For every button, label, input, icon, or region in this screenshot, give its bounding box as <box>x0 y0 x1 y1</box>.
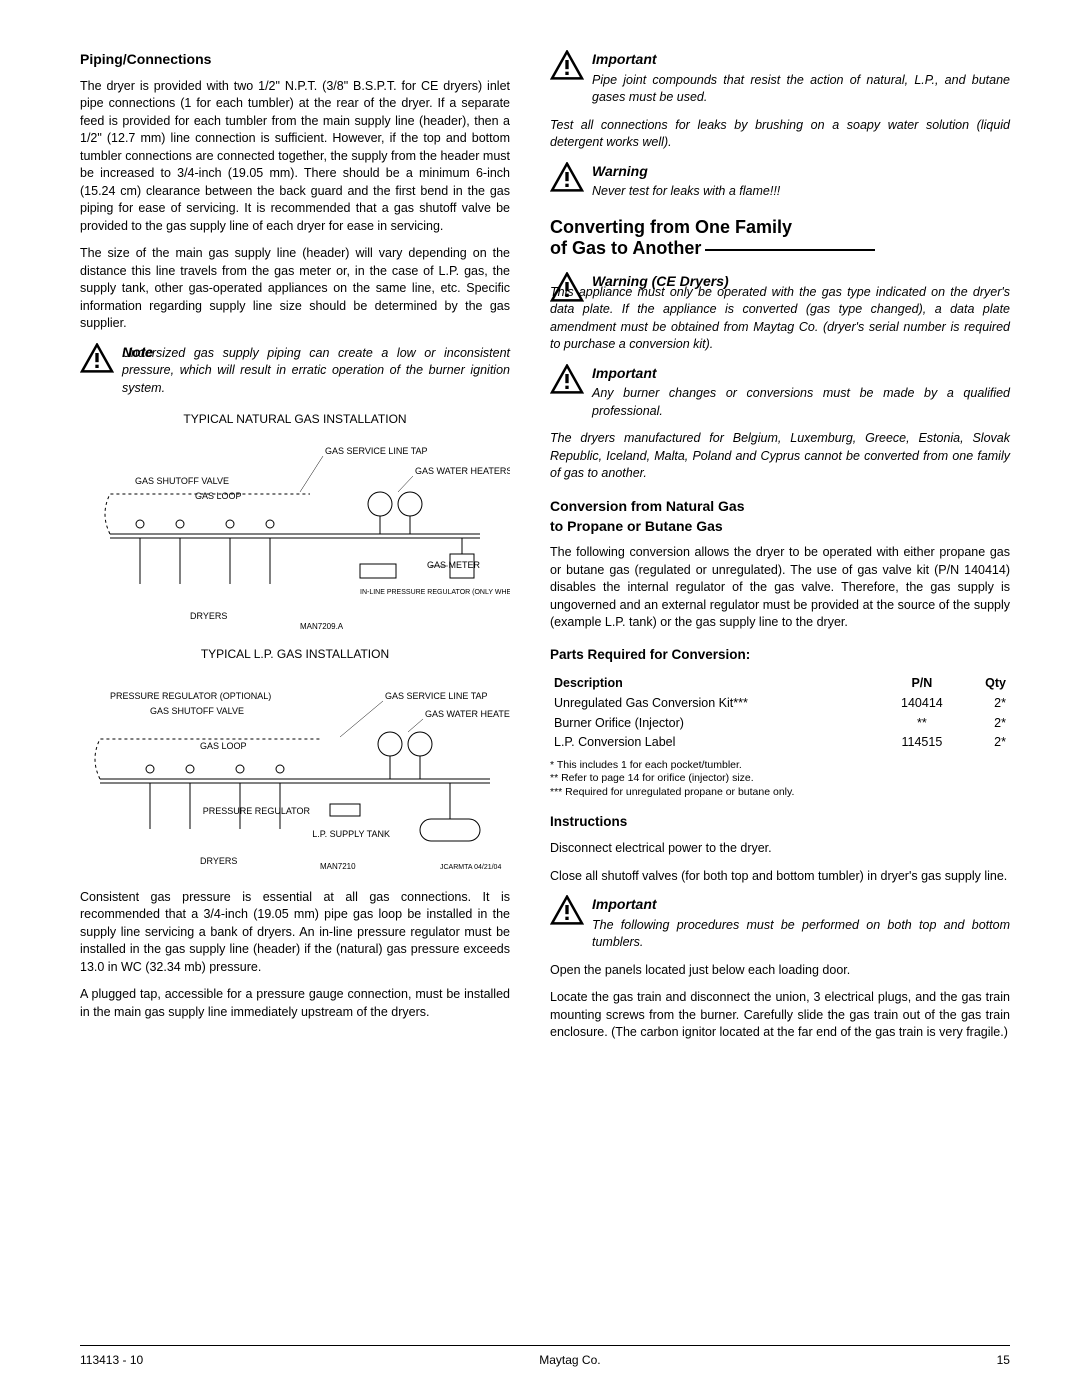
imp1-text: Pipe joint compounds that resist the act… <box>592 72 1010 107</box>
conversion-p: The following conversion allows the drye… <box>550 544 1010 632</box>
svg-text:L.P. SUPPLY TANK: L.P. SUPPLY TANK <box>312 829 390 839</box>
table-row: L.P. Conversion Label 114515 2* <box>550 733 1010 753</box>
converting-title: Converting from One Family of Gas to Ano… <box>550 217 1010 260</box>
imp1-head: Important <box>592 50 1010 70</box>
test-connections: Test all connections for leaks by brushi… <box>550 117 1010 152</box>
diagram-lp-gas: PRESSURE REGULATOR (OPTIONAL) GAS SHUTOF… <box>80 669 510 879</box>
important-3: Important The following procedures must … <box>550 895 1010 952</box>
svg-text:GAS SERVICE LINE TAP: GAS SERVICE LINE TAP <box>325 446 428 456</box>
svg-text:DRYERS: DRYERS <box>200 856 237 866</box>
svg-text:GAS LOOP: GAS LOOP <box>195 491 242 501</box>
svg-text:DRYERS: DRYERS <box>190 611 227 621</box>
instr-p3: Open the panels located just below each … <box>550 962 1010 980</box>
th-desc: Description <box>550 673 881 695</box>
svg-text:GAS LOOP: GAS LOOP <box>200 741 247 751</box>
warning-icon <box>80 343 114 373</box>
svg-text:JCARMTA 04/21/04: JCARMTA 04/21/04 <box>440 864 501 871</box>
instructions-title: Instructions <box>550 813 1010 832</box>
svg-text:IN-LINE PRESSURE REGULATOR (ON: IN-LINE PRESSURE REGULATOR (ONLY WHEN LI… <box>360 589 510 596</box>
imp3-head: Important <box>592 895 1010 915</box>
imp2-text: Any burner changes or conversions must b… <box>592 385 1010 420</box>
diagram1-title: TYPICAL NATURAL GAS INSTALLATION <box>80 411 510 428</box>
piping-p1: The dryer is provided with two 1/2" N.P.… <box>80 78 510 236</box>
warn1-head: Warning <box>592 162 1010 182</box>
footer-center: Maytag Co. <box>539 1352 600 1369</box>
important-1: Important Pipe joint compounds that resi… <box>550 50 1010 107</box>
parts-table: Description P/N Qty Unregulated Gas Conv… <box>550 673 1010 753</box>
warn2-text: This appliance must only be operated wit… <box>550 284 1010 354</box>
svg-text:GAS SHUTOFF VALVE: GAS SHUTOFF VALVE <box>135 476 229 486</box>
svg-text:GAS SERVICE LINE TAP: GAS SERVICE LINE TAP <box>385 691 488 701</box>
cannot-convert: The dryers manufactured for Belgium, Lux… <box>550 430 1010 483</box>
warning-icon <box>550 50 584 80</box>
warn1-text: Never test for leaks with a flame!!! <box>592 183 1010 201</box>
diagram-natural-gas: GAS SERVICE LINE TAP GAS WATER HEATERS G… <box>80 434 510 634</box>
piping-p2: The size of the main gas supply line (he… <box>80 245 510 333</box>
piping-p3: Consistent gas pressure is essential at … <box>80 889 510 977</box>
table-row: Unregulated Gas Conversion Kit*** 140414… <box>550 694 1010 714</box>
svg-text:PRESSURE REGULATOR: PRESSURE REGULATOR <box>203 806 311 816</box>
right-column: Important Pipe joint compounds that resi… <box>550 50 1010 1052</box>
note-text: Undersized gas supply piping can create … <box>122 345 510 398</box>
th-qty: Qty <box>963 673 1010 695</box>
diagram2-title: TYPICAL L.P. GAS INSTALLATION <box>80 646 510 663</box>
important-2: Important Any burner changes or conversi… <box>550 364 1010 421</box>
warning-icon <box>550 895 584 925</box>
instr-p1: Disconnect electrical power to the dryer… <box>550 840 1010 858</box>
parts-title: Parts Required for Conversion: <box>550 646 1010 665</box>
imp3-text: The following procedures must be perform… <box>592 917 1010 952</box>
svg-text:GAS WATER HEATERS: GAS WATER HEATERS <box>425 709 510 719</box>
footer-right: 15 <box>997 1352 1010 1369</box>
svg-text:GAS SHUTOFF VALVE: GAS SHUTOFF VALVE <box>150 706 244 716</box>
svg-text:MAN7209.A: MAN7209.A <box>300 622 344 631</box>
svg-text:MAN7210: MAN7210 <box>320 862 356 871</box>
piping-p4: A plugged tap, accessible for a pressure… <box>80 986 510 1021</box>
table-row: Burner Orifice (Injector) ** 2* <box>550 714 1010 734</box>
svg-text:PRESSURE REGULATOR (OPTIONAL): PRESSURE REGULATOR (OPTIONAL) <box>110 691 271 701</box>
svg-text:GAS WATER HEATERS: GAS WATER HEATERS <box>415 466 510 476</box>
page-footer: 113413 - 10 Maytag Co. 15 <box>80 1345 1010 1369</box>
instr-p4: Locate the gas train and disconnect the … <box>550 989 1010 1042</box>
footer-left: 113413 - 10 <box>80 1352 143 1369</box>
warning-1: Warning Never test for leaks with a flam… <box>550 162 1010 201</box>
imp2-head: Important <box>592 364 1010 384</box>
th-pn: P/N <box>881 673 963 695</box>
instr-p2: Close all shutoff valves (for both top a… <box>550 868 1010 886</box>
table-notes: * This includes 1 for each pocket/tumble… <box>550 759 1010 800</box>
svg-text:GAS METER: GAS METER <box>427 560 481 570</box>
content-columns: Piping/Connections The dryer is provided… <box>80 50 1010 1052</box>
conversion-title: Conversion from Natural Gasto Propane or… <box>550 497 1010 536</box>
piping-title: Piping/Connections <box>80 50 510 70</box>
warning-icon <box>550 162 584 192</box>
warning-icon <box>550 364 584 394</box>
left-column: Piping/Connections The dryer is provided… <box>80 50 510 1052</box>
